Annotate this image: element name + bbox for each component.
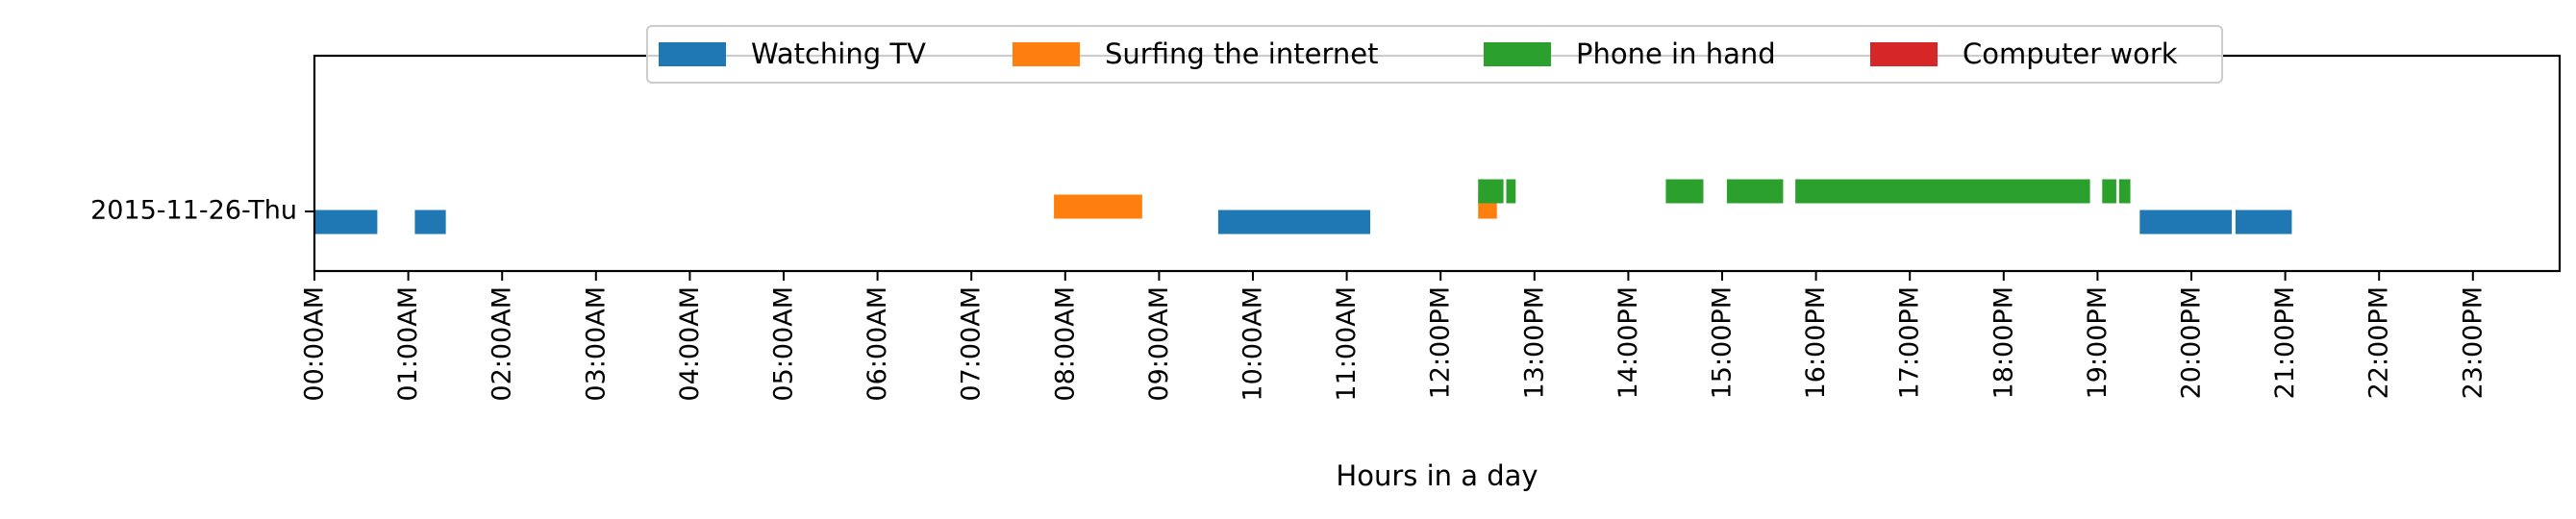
bar-phone-in-hand-0 [1478,179,1504,204]
x-tick-label: 19:00PM [2083,286,2113,399]
x-tick-label: 23:00PM [2458,286,2488,399]
x-tick-label: 14:00PM [1613,286,1643,399]
bar-watching-tv-3 [2139,210,2232,235]
bar-watching-tv-4 [2235,210,2292,235]
x-tick-label: 03:00AM [581,286,611,402]
bars-layer [314,179,2292,235]
x-tick-label: 17:00PM [1895,286,1925,399]
x-tick-label: 01:00AM [393,286,423,402]
bar-watching-tv-0 [314,210,378,235]
legend-label: Watching TV [751,37,926,70]
bar-phone-in-hand-5 [2102,179,2116,204]
bar-phone-in-hand-6 [2118,179,2131,204]
x-tick-label: 10:00AM [1238,286,1268,402]
bar-phone-in-hand-1 [1506,179,1516,204]
legend-swatch [1484,42,1551,66]
bar-watching-tv-2 [1217,210,1370,235]
bar-phone-in-hand-2 [1665,179,1704,204]
y-axis: 2015-11-26-Thu [90,196,314,226]
x-tick-label: 06:00AM [863,286,892,402]
x-tick-label: 20:00PM [2177,286,2207,399]
legend: Watching TV Surfing the internet Phone in … [646,25,2223,84]
bar-phone-in-hand-3 [1726,179,1784,204]
legend-label: Computer work [1963,37,2178,70]
legend-swatch [1870,42,1938,66]
x-tick-label: 12:00PM [1426,286,1456,399]
x-tick-label: 04:00AM [675,286,705,402]
x-tick-label: 07:00AM [957,286,987,402]
x-tick-label: 05:00AM [769,286,799,402]
x-tick-label: 18:00PM [1988,286,2018,399]
x-tick-label: 08:00AM [1050,286,1080,402]
x-tick-label: 22:00PM [2364,286,2394,399]
y-tick-label: 2015-11-26-Thu [90,196,297,226]
bar-phone-in-hand-4 [1795,179,2090,204]
x-tick-label: 02:00AM [488,286,517,402]
x-axis: 00:00AM 01:00AM 02:00AM 03:00AM 04:00AM 05:00… [300,271,2488,402]
bar-surfing-the-internet-0 [1054,194,1142,219]
x-tick-label: 09:00AM [1144,286,1174,402]
x-tick-label: 16:00PM [1801,286,1831,399]
legend-swatch [1013,42,1080,66]
legend-swatch [659,42,726,66]
x-tick-label: 15:00PM [1708,286,1738,399]
x-tick-label: 13:00PM [1519,286,1549,399]
legend-frame [646,25,2223,84]
x-tick-label: 11:00AM [1332,286,1362,402]
x-tick-label: 00:00AM [300,286,330,402]
x-tick-label: 21:00PM [2270,286,2300,399]
legend-label: Phone in hand [1576,37,1776,70]
legend-label: Surfing the internet [1105,37,1378,70]
bar-watching-tv-1 [414,210,446,235]
plot-frame [313,54,2562,273]
x-axis-label: Hours in a day [1336,459,1538,492]
